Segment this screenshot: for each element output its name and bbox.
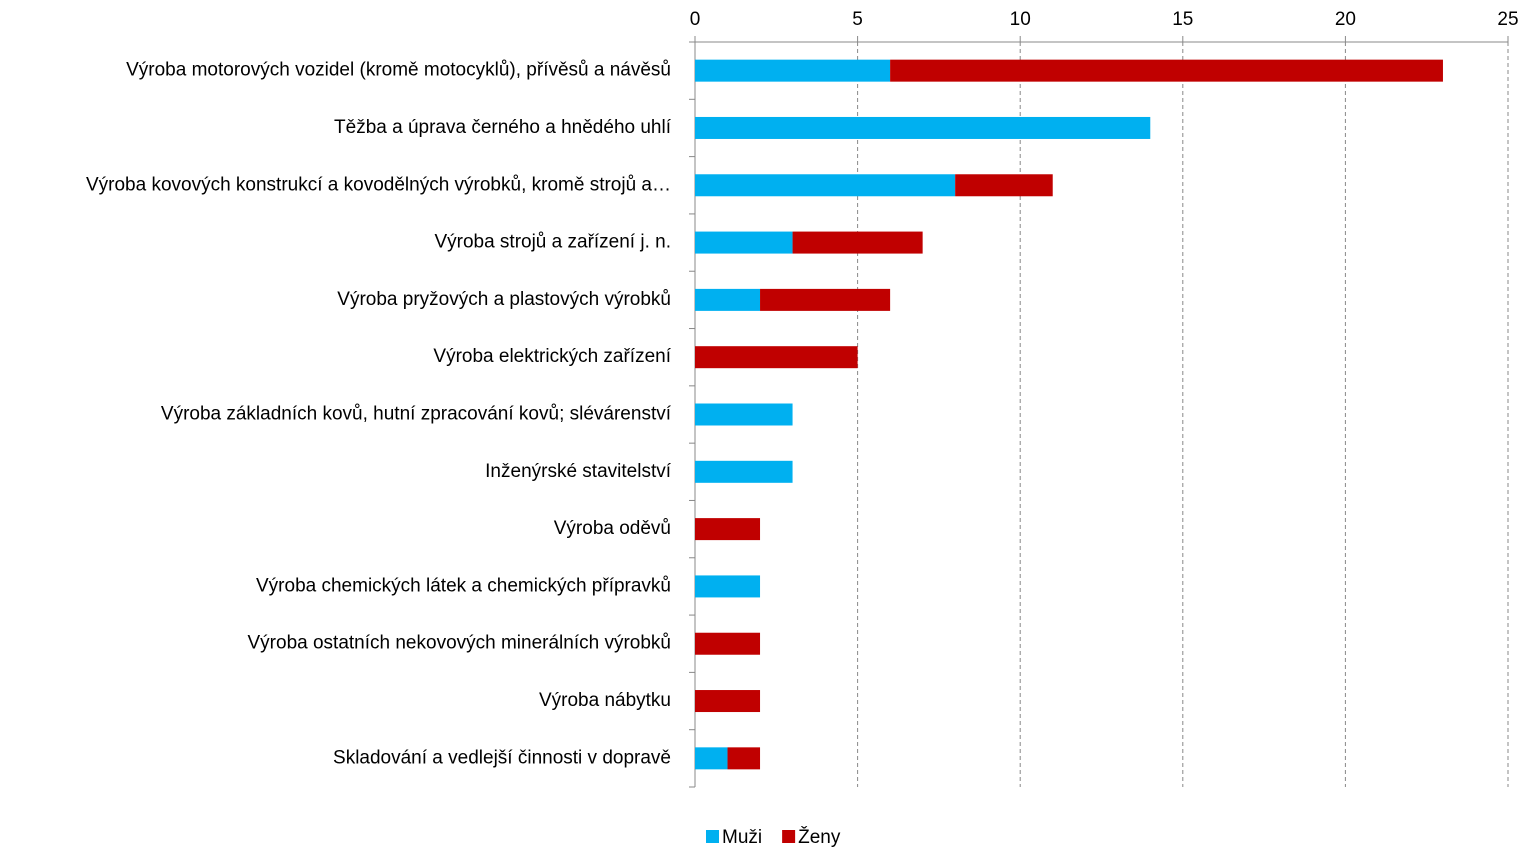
y-tick-label: Skladování a vedlejší činnosti v dopravě <box>333 747 671 768</box>
legend-label: Ženy <box>798 826 841 848</box>
y-tick-label: Těžba a úprava černého a hnědého uhlí <box>334 117 672 138</box>
bar-segment <box>890 59 1443 82</box>
x-tick-label: 10 <box>1010 9 1031 30</box>
bar-segment <box>760 288 891 311</box>
bar-segment <box>695 575 761 598</box>
x-tick-label: 5 <box>852 9 863 30</box>
legend-label: Muži <box>722 827 762 848</box>
y-tick-label: Výroba nábytku <box>539 690 671 711</box>
bar-segment <box>955 174 1053 197</box>
bar-segment <box>695 231 793 254</box>
y-tick-label: Inženýrské stavitelství <box>485 461 672 482</box>
bar-segment <box>695 460 793 483</box>
bar-segment <box>695 518 761 541</box>
bar-segment <box>792 231 923 254</box>
y-tick-label: Výroba motorových vozidel (kromě motocyk… <box>126 60 671 81</box>
bar-segment <box>695 690 761 713</box>
bar-segment <box>695 632 761 655</box>
x-tick-label: 0 <box>690 9 701 30</box>
y-tick-label: Výroba oděvů <box>554 518 671 539</box>
x-tick-label: 15 <box>1172 9 1193 30</box>
y-tick-label: Výroba ostatních nekovových minerálních … <box>248 633 672 654</box>
y-tick-label: Výroba chemických látek a chemických pří… <box>256 575 671 596</box>
y-tick-label: Výroba kovových konstrukcí a kovodělných… <box>86 174 671 195</box>
bar-segment <box>695 116 1151 139</box>
legend-swatch <box>782 830 796 843</box>
y-tick-label: Výroba základních kovů, hutní zpracování… <box>161 404 672 425</box>
y-tick-label: Výroba elektrických zařízení <box>433 346 671 367</box>
x-tick-label: 25 <box>1497 9 1518 30</box>
x-tick-label: 20 <box>1335 9 1356 30</box>
bar-segment <box>695 288 761 311</box>
bar-segment <box>727 747 761 770</box>
bar-segment <box>695 403 793 426</box>
bar-segment <box>695 59 891 82</box>
bar-segment <box>695 747 728 770</box>
bar-segment <box>695 174 956 197</box>
legend-swatch <box>706 830 719 843</box>
y-tick-label: Výroba pryžových a plastových výrobků <box>337 289 671 310</box>
y-tick-label: Výroba strojů a zařízení j. n. <box>434 232 671 253</box>
bar-segment <box>695 346 858 369</box>
